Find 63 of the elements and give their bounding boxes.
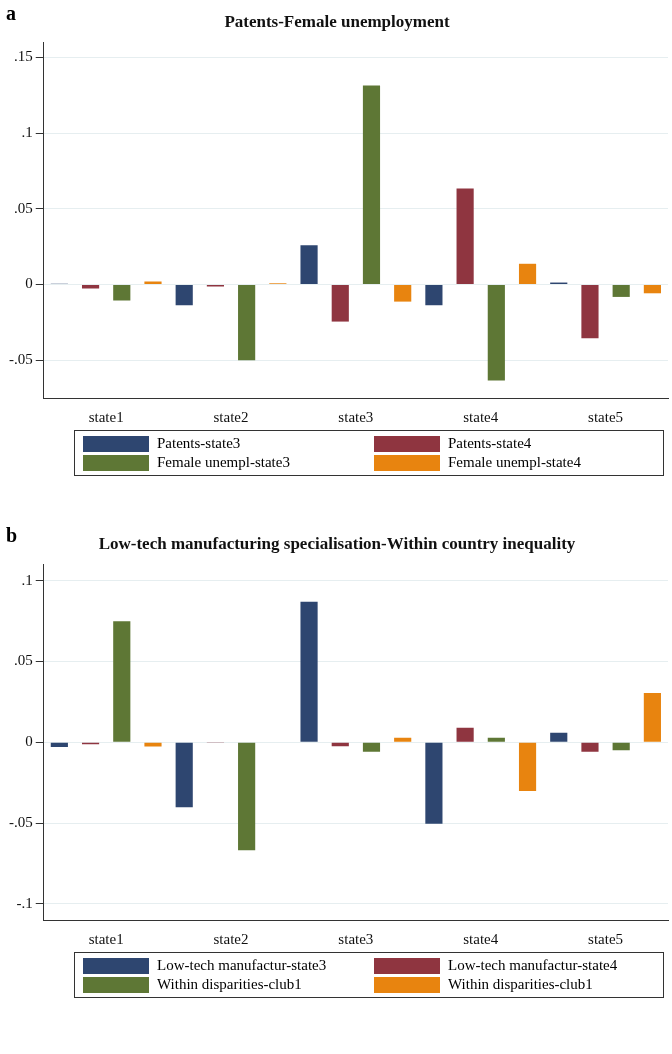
y-tick-label: .05 bbox=[14, 199, 33, 216]
bar bbox=[550, 732, 568, 742]
bar bbox=[362, 742, 381, 752]
x-tick-label: state4 bbox=[463, 930, 499, 947]
bar bbox=[238, 742, 256, 851]
y-tick-label: .05 bbox=[14, 652, 33, 669]
bar bbox=[643, 693, 661, 742]
bar bbox=[425, 742, 443, 824]
bar bbox=[425, 285, 443, 306]
x-tick-label: state3 bbox=[338, 408, 374, 425]
y-tick-label: .15 bbox=[14, 48, 33, 65]
legend-label: Within disparities-club1 bbox=[157, 976, 302, 993]
bar bbox=[518, 742, 537, 792]
y-tick-label: .1 bbox=[21, 571, 33, 588]
bar bbox=[612, 285, 630, 297]
bar bbox=[612, 742, 630, 751]
legend-label: Female unempl-state3 bbox=[157, 454, 290, 471]
bar bbox=[394, 285, 412, 302]
legend-label: Patents-state3 bbox=[157, 435, 241, 452]
bar bbox=[331, 285, 349, 322]
x-tick-label: state3 bbox=[338, 930, 374, 947]
y-tick-label: -.1 bbox=[16, 894, 33, 911]
bar bbox=[518, 263, 537, 285]
bar bbox=[581, 742, 599, 752]
y-tick-label: -.05 bbox=[9, 813, 33, 830]
y-tick-label: 0 bbox=[25, 275, 33, 292]
chart-title: Patents-Female unemployment bbox=[224, 11, 450, 31]
bar bbox=[144, 281, 162, 285]
bar bbox=[394, 737, 412, 742]
x-tick-label: state2 bbox=[213, 408, 249, 425]
legend-label: Low-tech manufactur-state3 bbox=[157, 957, 327, 974]
bar bbox=[113, 621, 131, 742]
bar bbox=[581, 285, 599, 339]
x-tick-label: state2 bbox=[213, 930, 249, 947]
x-tick-label: state5 bbox=[588, 408, 624, 425]
y-tick-label: -.05 bbox=[9, 351, 33, 368]
bar bbox=[456, 727, 474, 742]
bar bbox=[175, 742, 193, 808]
x-tick-label: state4 bbox=[463, 408, 499, 425]
chart-title: Low-tech manufacturing specialisation-Within country inequality bbox=[98, 533, 576, 553]
bar bbox=[238, 285, 256, 361]
bar bbox=[487, 737, 505, 742]
text: a bbox=[6, 2, 16, 25]
bar bbox=[362, 85, 381, 285]
bar bbox=[300, 245, 318, 285]
x-tick-label: state1 bbox=[88, 408, 124, 425]
bar bbox=[50, 742, 68, 748]
bar bbox=[456, 188, 474, 285]
bar bbox=[300, 601, 318, 742]
legend-label: Within disparities-club1 bbox=[448, 976, 593, 993]
legend-label: Female unempl-state4 bbox=[448, 454, 581, 471]
bar bbox=[643, 285, 661, 294]
bar bbox=[175, 285, 193, 306]
text: b bbox=[6, 524, 18, 547]
x-tick-label: state1 bbox=[88, 930, 124, 947]
y-tick-label: 0 bbox=[25, 733, 33, 750]
bar bbox=[487, 285, 505, 381]
x-tick-label: state5 bbox=[588, 930, 624, 947]
bar bbox=[113, 285, 131, 301]
y-tick-label: .1 bbox=[21, 124, 33, 141]
bar bbox=[144, 742, 162, 747]
legend-label: Low-tech manufactur-state4 bbox=[448, 957, 618, 974]
legend-label: Patents-state4 bbox=[448, 435, 532, 452]
